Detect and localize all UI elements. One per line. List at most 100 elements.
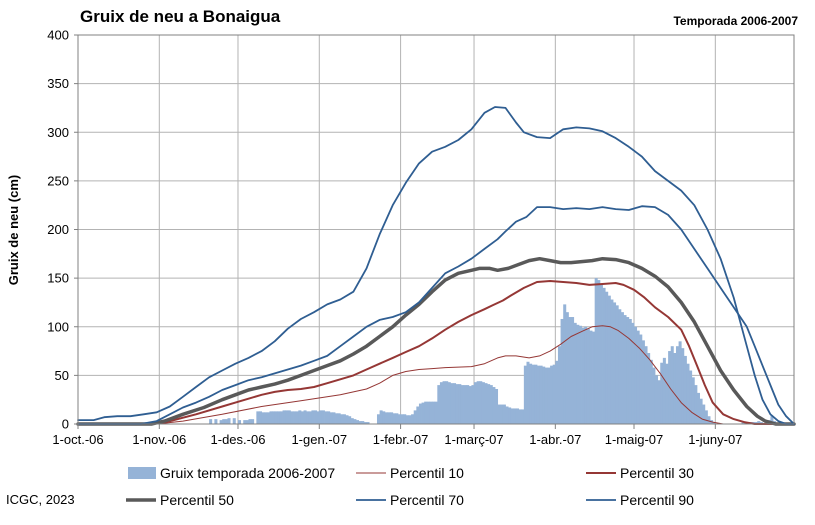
snow-depth-bar	[282, 410, 286, 424]
x-tick-label: 1-febr.-07	[373, 432, 429, 447]
percentile-line-4	[77, 106, 795, 425]
snow-depth-bar	[258, 411, 262, 424]
snow-depth-bar	[757, 421, 761, 424]
snow-depth-bar	[573, 322, 577, 424]
percentile-line-1	[77, 280, 795, 425]
y-tick-label: 350	[47, 76, 69, 91]
snow-depth-bar	[224, 419, 228, 424]
x-tick-label: 1-oct.-06	[52, 432, 103, 447]
x-tick-label: 1-gen.-07	[291, 432, 347, 447]
snow-depth-bar	[387, 412, 391, 424]
snow-depth-bar	[300, 411, 304, 424]
snow-depth-bar	[403, 414, 407, 424]
snow-depth-bar	[696, 392, 700, 424]
snow-depth-bar	[376, 414, 381, 424]
snow-depth-bar	[356, 420, 360, 424]
snow-depth-bar	[382, 411, 386, 424]
snow-depth-bar	[432, 401, 436, 424]
snow-depth-bar	[424, 401, 428, 424]
snow-depth-bar	[458, 384, 462, 424]
snow-depth-bar	[264, 412, 268, 424]
snow-depth-bar	[251, 419, 255, 424]
snow-depth-bar	[237, 420, 242, 424]
snow-depth-bar	[641, 340, 645, 424]
snow-depth-bar	[586, 328, 590, 424]
snow-depth-bar	[712, 422, 716, 424]
snow-depth-bar	[363, 422, 367, 424]
x-tick-label: 1-abr.-07	[529, 432, 581, 447]
y-tick-label: 150	[47, 271, 69, 286]
percentile-lines	[76, 106, 796, 426]
snow-depth-bar	[348, 416, 352, 424]
snow-depth-bar	[416, 406, 420, 424]
y-tick-label: 400	[47, 28, 69, 43]
snow-depth-bar	[476, 381, 480, 424]
snow-depth-bar	[261, 412, 265, 424]
legend-label-p70: Percentil 70	[390, 492, 464, 508]
season-label: Temporada 2006-2007	[673, 14, 798, 28]
snow-depth-bar	[442, 381, 446, 424]
snow-depth-bar	[474, 382, 478, 424]
y-tick-label: 100	[47, 319, 69, 334]
snow-depth-bar	[400, 414, 404, 424]
snow-depth-bar	[466, 385, 470, 424]
snow-depth-bar	[613, 302, 617, 424]
x-tick-label: 1-des.-06	[211, 432, 266, 447]
snow-depth-bar	[329, 412, 333, 424]
snow-depth-bar	[665, 363, 669, 424]
snow-depth-bar	[592, 331, 596, 424]
snow-depth-bar	[607, 295, 611, 424]
x-axis-ticks: 1-oct.-06 1-nov.-06 1-des.-06 1-gen.-07 1-fe…	[52, 424, 742, 447]
snow-depth-bar	[654, 375, 659, 424]
snow-depth-bar	[657, 380, 661, 424]
snow-depth-bar	[518, 409, 522, 424]
snow-depth-bar	[487, 384, 491, 424]
snow-depth-bar	[269, 411, 273, 424]
snow-depth-bar	[536, 365, 540, 424]
credit-label: ICGC, 2023	[6, 492, 75, 507]
snow-depth-bar	[214, 419, 218, 424]
snow-depth-bar	[686, 363, 690, 424]
snow-depth-bar	[468, 386, 472, 424]
snow-depth-bar	[353, 419, 357, 424]
y-axis-label: Gruix de neu (cm)	[6, 175, 21, 286]
snow-depth-bar	[526, 361, 530, 424]
snow-depth-bar	[539, 365, 543, 424]
snow-depth-bar	[311, 410, 315, 424]
snow-depth-bar	[513, 408, 517, 424]
percentile-line-3	[77, 205, 795, 425]
percentile-line-2	[76, 256, 796, 426]
snow-depth-bar	[631, 322, 635, 424]
x-tick-label: 1-nov.-06	[132, 432, 186, 447]
snow-depth-bar	[689, 370, 693, 424]
snow-depth-bar	[335, 413, 339, 424]
snow-depth-bar	[279, 411, 283, 424]
snow-depth-bar	[245, 420, 249, 424]
snow-depth-bar	[610, 299, 614, 424]
snow-depth-bar	[405, 415, 409, 424]
snow-depth-bar	[673, 353, 677, 424]
snow-depth-bar	[644, 346, 648, 424]
snow-depth-bar	[557, 346, 561, 424]
snow-depth-bar	[266, 412, 270, 424]
snow-depth-bar	[316, 411, 320, 424]
snow-depth-bar	[500, 404, 504, 424]
snow-depth-bar	[678, 341, 682, 424]
snow-depth-bar	[463, 385, 467, 424]
snow-depth-bar	[584, 326, 588, 424]
snow-depth-bar	[555, 360, 559, 424]
y-tick-label: 300	[47, 125, 69, 140]
snow-depth-bar	[418, 403, 422, 424]
snow-depth-bar	[508, 407, 512, 424]
legend-label-p10: Percentil 10	[390, 465, 464, 481]
percentile-line-0	[77, 325, 795, 425]
snow-depth-bar	[581, 327, 585, 424]
snow-depth-bar	[623, 315, 627, 424]
snow-depth-bar	[505, 406, 509, 424]
snow-depth-bar	[699, 398, 703, 424]
snow-depth-bar	[337, 413, 341, 424]
snow-depth-bar	[285, 410, 289, 424]
snow-depth-bar	[691, 377, 695, 424]
